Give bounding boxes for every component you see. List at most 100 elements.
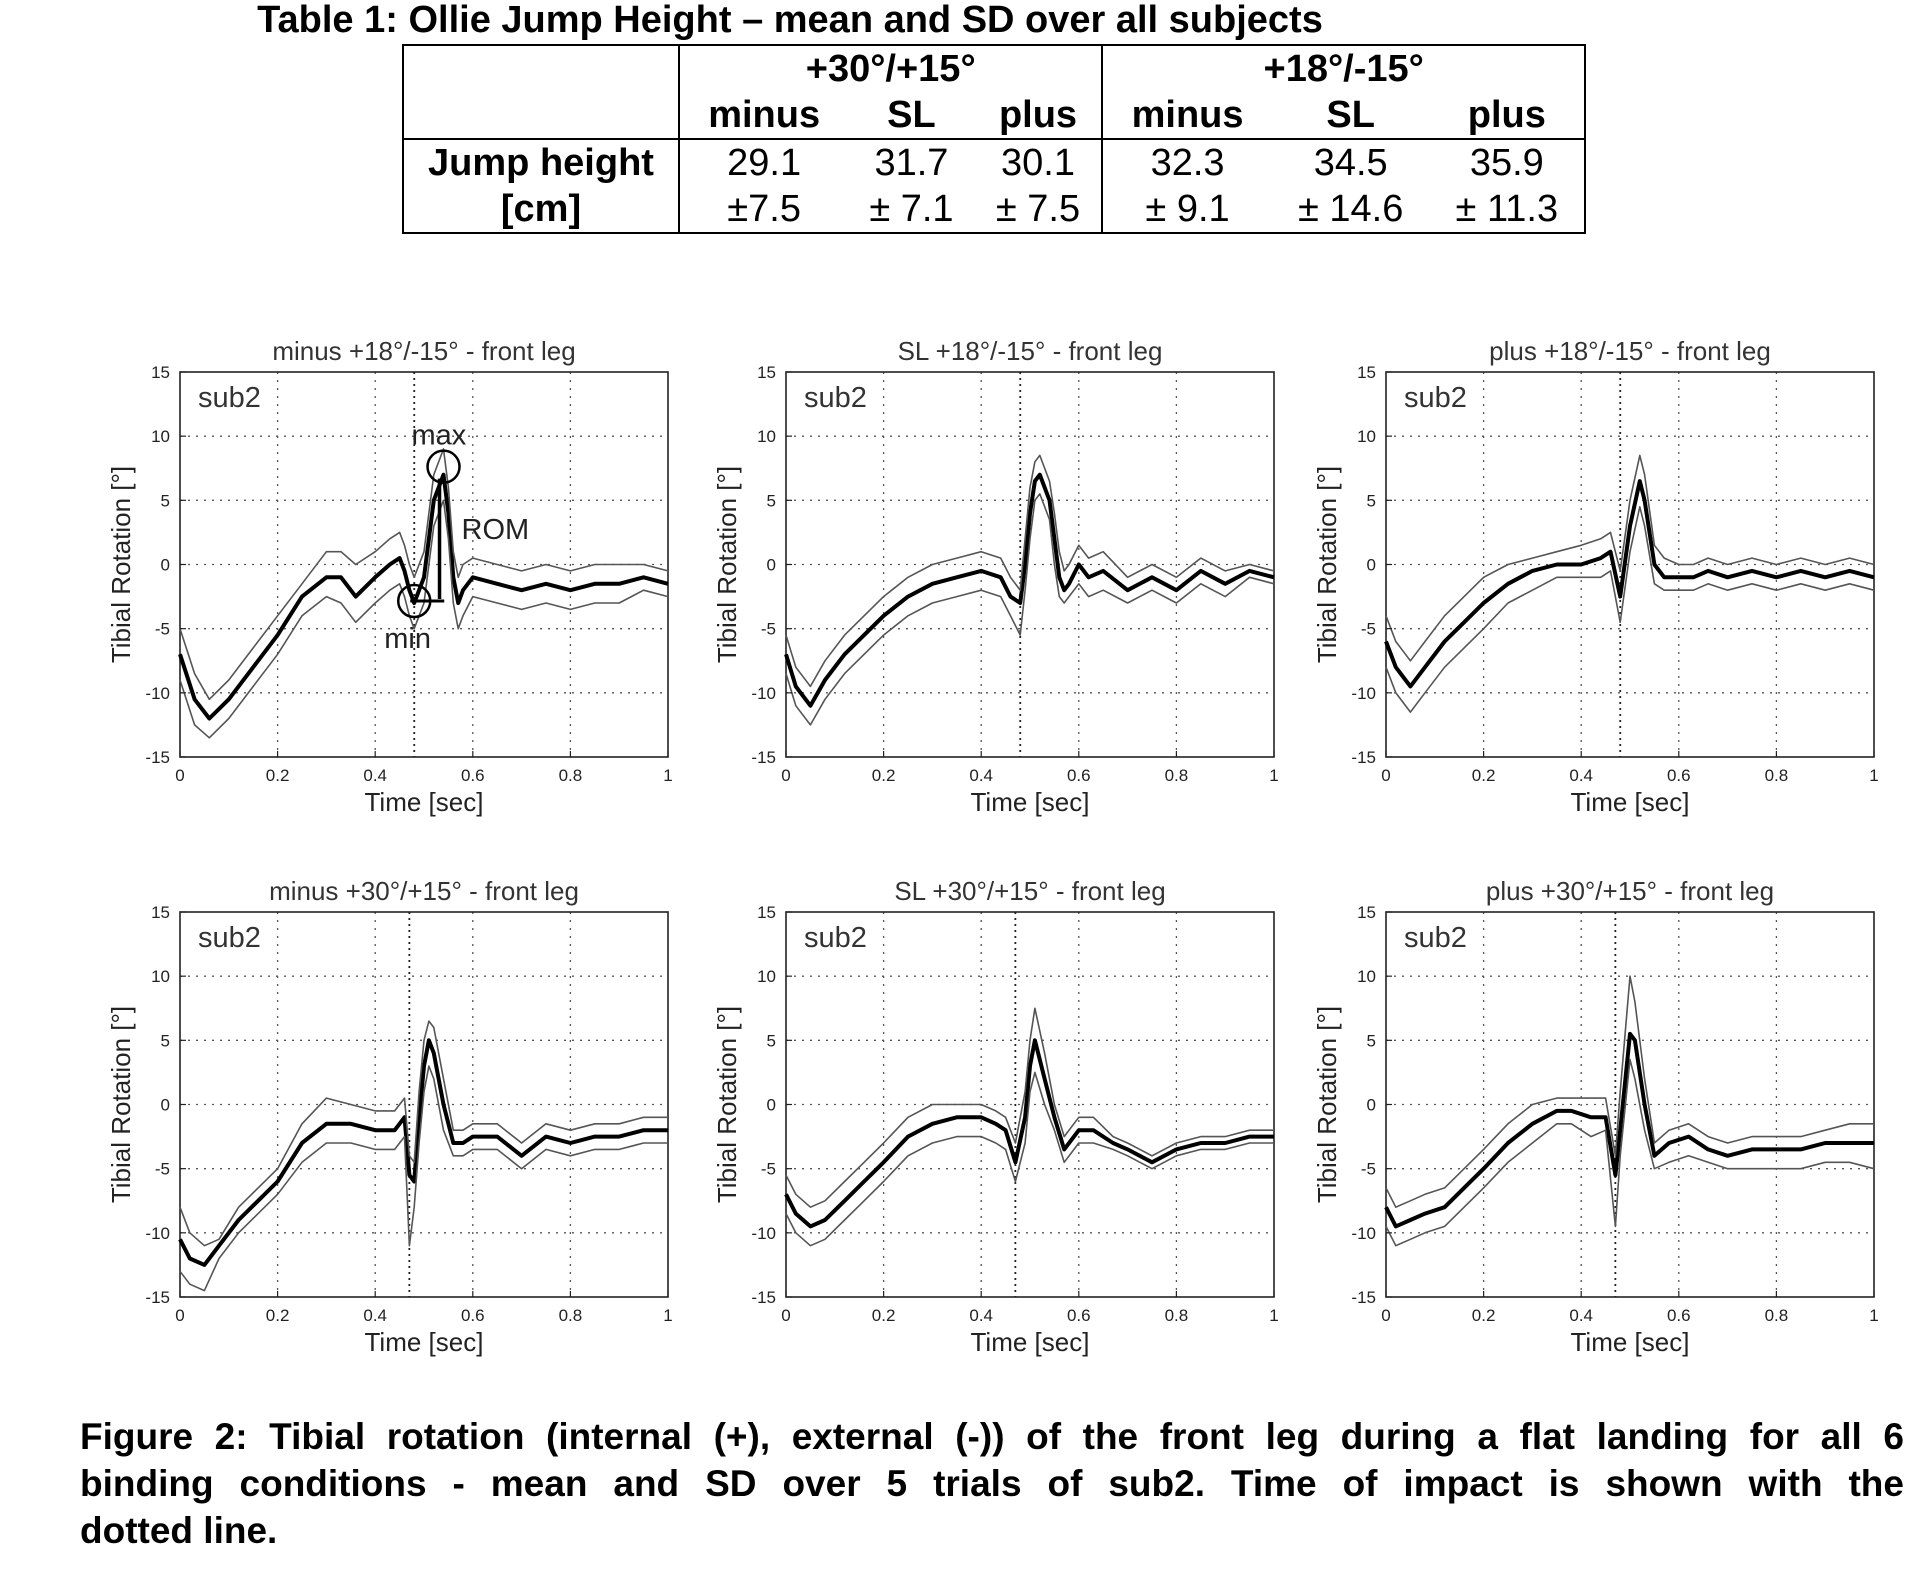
x-tick-label: 0.8 [1765,766,1789,785]
table-cell: ± 7.1 [869,188,954,230]
y-axis-label: Tibial Rotation [°] [1312,466,1342,663]
column-header: plus [1467,94,1546,136]
y-tick-label: -15 [751,1288,776,1307]
annotation-label: min [384,623,431,655]
y-axis-label: Tibial Rotation [°] [106,1006,136,1203]
x-tick-label: 1 [663,766,672,785]
mean-line [178,472,669,721]
annotation-label: max [412,420,467,452]
mean-line [1384,479,1875,689]
y-tick-label: -10 [145,1224,170,1243]
x-axis-label: Time [sec] [1571,1327,1690,1357]
x-tick-label: 0.6 [1067,1306,1091,1325]
x-tick-label: 0.6 [1067,766,1091,785]
table-cell: ± 7.5 [995,188,1081,230]
y-tick-label: 0 [767,556,776,575]
y-tick-label: 0 [1367,1096,1376,1115]
y-tick-label: -5 [761,1160,776,1179]
row-label-unit: [cm] [500,188,582,230]
x-tick-label: 0.6 [461,1306,485,1325]
y-tick-label: -5 [155,1160,170,1179]
x-tick-label: 0.2 [872,766,896,785]
figure-caption: Figure 2: Tibial rotation (internal (+),… [80,1413,1904,1554]
y-tick-label: 0 [767,1096,776,1115]
x-axis-label: Time [sec] [971,787,1090,817]
y-tick-label: -10 [1351,1224,1376,1243]
y-tick-label: -10 [145,684,170,703]
sd-line [785,1071,1274,1247]
y-tick-label: 15 [757,363,776,382]
chart-panel: 15 10 5 0 -5 -10 -15 0 0.2 0.4 0.6 0.8 1 SL +18°/-15°… [712,336,1279,817]
y-tick-label: 10 [1357,967,1376,986]
chart-title: minus +30°/+15° - front leg [269,876,579,906]
table-cell: ± 11.3 [1455,188,1559,230]
y-tick-label: -5 [761,620,776,639]
y-tick-label: 5 [1367,1031,1376,1050]
column-header: plus [998,94,1078,136]
table-cell: 31.7 [848,138,975,186]
table-cell: ± 14.6 [1297,188,1404,230]
table-cell: 29.1 [677,138,849,186]
subject-label: sub2 [1404,382,1467,414]
x-tick-label: 0.4 [1569,1306,1593,1325]
y-tick-label: -10 [751,684,776,703]
sd-line [179,448,669,701]
x-axis-label: Time [sec] [365,1327,484,1357]
figure-caption-line: dotted line. [80,1510,278,1551]
y-tick-label: 10 [151,967,170,986]
y-tick-label: 15 [757,903,776,922]
y-tick-label: -10 [1351,684,1376,703]
subject-label: sub2 [1404,922,1467,954]
x-tick-label: 1 [1869,1306,1878,1325]
y-tick-label: 15 [151,363,170,382]
y-tick-label: -5 [155,620,170,639]
x-tick-label: 0 [781,1306,790,1325]
annotation-label: ROM [462,514,530,546]
subject-label: sub2 [804,382,867,414]
sd-line [1385,1058,1875,1247]
chart-panel: 15 10 5 0 -5 -10 -15 0 0.2 0.4 0.6 0.8 1 SL +30°/+15°… [712,876,1279,1357]
y-tick-label: -5 [1361,1160,1376,1179]
y-tick-label: 0 [1367,556,1376,575]
x-tick-label: 0.8 [1165,766,1189,785]
chart-title: plus +18°/-15° - front leg [1489,336,1771,366]
x-tick-label: 0.8 [559,766,583,785]
y-axis-label: Tibial Rotation [°] [712,466,742,663]
column-header: SL [887,94,936,136]
y-axis-label: Tibial Rotation [°] [712,1006,742,1203]
x-tick-label: 0 [781,766,790,785]
chart-panel: 15 10 5 0 -5 -10 -15 0 0.2 0.4 0.6 0.8 1 plus +30°/+1… [1312,876,1879,1357]
x-tick-label: 0 [1381,1306,1390,1325]
x-tick-label: 0 [175,766,184,785]
jump-height-table: +30°/+15° +18°/-15° minus SL plus minus … [402,44,1586,234]
x-axis-label: Time [sec] [971,1327,1090,1357]
x-tick-label: 0.4 [363,1306,387,1325]
x-tick-label: 0 [175,1306,184,1325]
y-tick-label: 5 [1367,491,1376,510]
x-tick-label: 0.2 [872,1306,896,1325]
y-tick-label: 10 [1357,427,1376,446]
y-tick-label: 15 [1357,363,1376,382]
y-tick-label: -15 [1351,748,1376,767]
chart-panel: 15 10 5 0 -5 -10 -15 0 0.2 0.4 0.6 0.8 1 minus +30°/+… [106,876,673,1357]
sd-line [785,1007,1274,1209]
y-tick-label: 10 [151,427,170,446]
chart-title: SL +18°/-15° - front leg [898,336,1163,366]
chart-title: SL +30°/+15° - front leg [894,876,1165,906]
y-tick-label: 5 [767,1031,776,1050]
x-tick-label: 0.6 [1667,766,1691,785]
x-tick-label: 0.4 [969,766,993,785]
x-tick-label: 0.2 [266,1306,290,1325]
sd-line [785,493,1275,726]
chart-panel: 15 10 5 0 -5 -10 -15 0 0.2 0.4 0.6 0.8 1 plus +18°/-1… [1312,336,1879,817]
y-tick-label: -15 [1351,1288,1376,1307]
mean-line [784,1038,1274,1229]
subject-label: sub2 [804,922,867,954]
table-cell: 35.9 [1429,138,1585,186]
y-axis-label: Tibial Rotation [°] [106,466,136,663]
subject-label: sub2 [198,382,261,414]
x-tick-label: 0.8 [559,1306,583,1325]
sd-line [1385,454,1875,662]
column-header: SL [1326,94,1375,136]
sd-line [179,1020,668,1247]
